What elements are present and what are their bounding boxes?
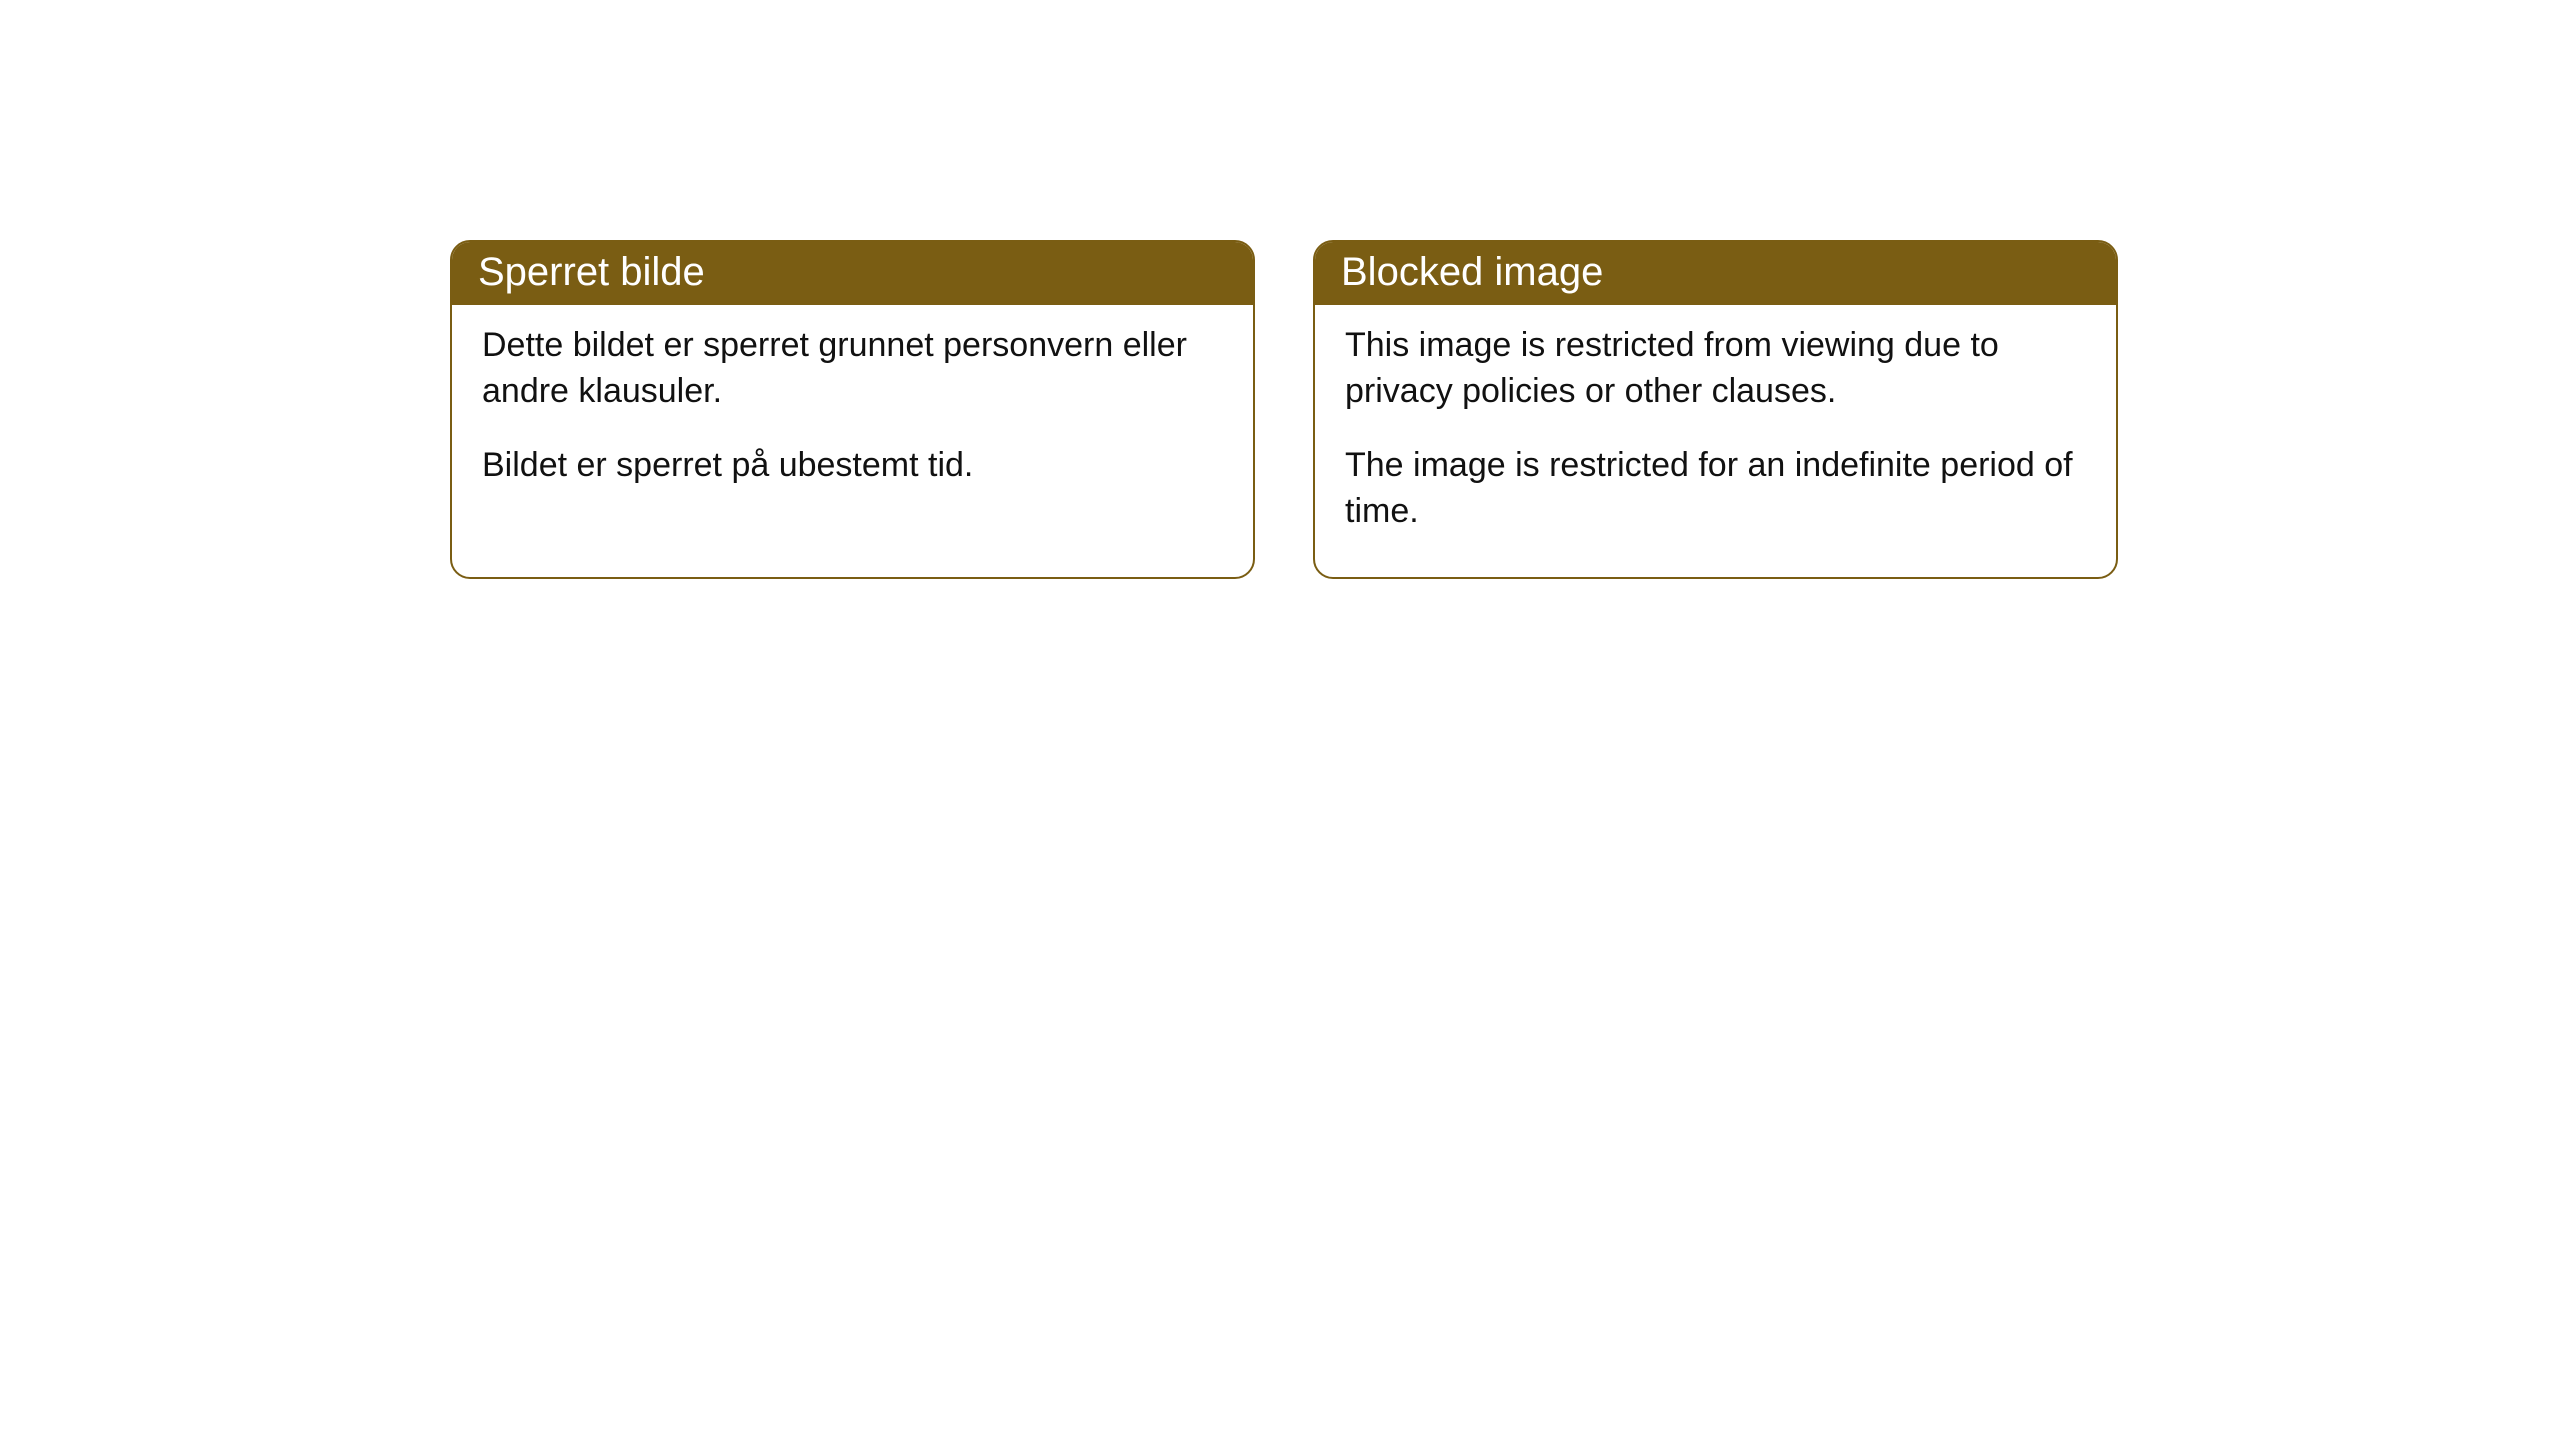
card-para2-english: The image is restricted for an indefinit… [1345,443,2086,535]
cards-container: Sperret bilde Dette bildet er sperret gr… [450,240,2560,579]
card-body-english: This image is restricted from viewing du… [1315,305,2116,577]
card-body-norwegian: Dette bildet er sperret grunnet personve… [452,305,1253,531]
card-header-english: Blocked image [1315,242,2116,305]
card-para1-english: This image is restricted from viewing du… [1345,323,2086,415]
card-title-norwegian: Sperret bilde [478,250,705,294]
card-header-norwegian: Sperret bilde [452,242,1253,305]
card-para2-norwegian: Bildet er sperret på ubestemt tid. [482,443,1223,489]
card-norwegian: Sperret bilde Dette bildet er sperret gr… [450,240,1255,579]
card-english: Blocked image This image is restricted f… [1313,240,2118,579]
card-para1-norwegian: Dette bildet er sperret grunnet personve… [482,323,1223,415]
card-title-english: Blocked image [1341,250,1603,294]
